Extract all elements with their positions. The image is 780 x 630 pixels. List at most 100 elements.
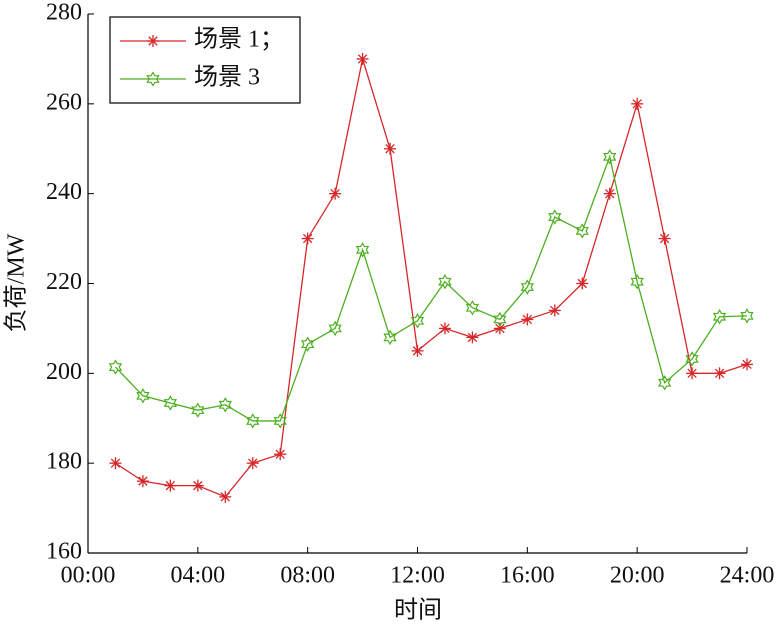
point-marker [603,149,617,165]
point-marker [493,311,507,328]
x-tick-label: 24:00 [720,563,775,589]
marker-shape [328,320,342,337]
marker-shape [355,242,370,258]
y-tick-label: 220 [46,269,82,295]
series-line [114,154,748,422]
x-axis-label: 时间 [394,597,442,624]
point-marker [740,308,754,324]
y-tick-label: 180 [46,449,82,475]
marker-shape [438,274,452,290]
marker-stroke [467,332,478,343]
point-marker [108,359,123,375]
marker-shape [493,311,507,328]
marker-stroke [440,323,450,334]
point-marker [136,475,149,488]
marker-shape [712,309,727,325]
marker-stroke [577,278,587,289]
point-marker [218,397,232,413]
point-marker [356,52,369,65]
point-marker [329,187,342,200]
y-tick-label: 200 [46,359,82,385]
point-marker [163,395,178,411]
point-marker [465,300,480,316]
marker-stroke [659,233,670,244]
marker-stroke [412,346,423,356]
marker-shape [575,223,589,239]
legend-label: 场景 1； [194,27,284,53]
marker-shape [630,274,644,290]
marker-stroke [138,476,148,486]
marker-shape [740,308,754,324]
point-marker [576,277,589,290]
point-marker [410,313,425,329]
point-marker [355,242,370,258]
x-tick-label: 16:00 [500,563,555,589]
marker-shape [273,413,287,429]
point-marker [685,351,699,367]
point-marker [191,479,204,492]
y-tick-label: 280 [46,0,82,26]
marker-stroke [742,359,752,370]
series-line [115,58,748,498]
y-tick-label: 240 [46,179,82,205]
marker-shape [218,397,232,413]
marker-shape [163,395,178,411]
point-marker [603,187,616,200]
point-marker [575,223,589,239]
point-marker [147,35,159,47]
marker-shape [301,336,315,352]
legend-box [109,16,301,104]
marker-stroke [330,188,340,199]
point-marker [109,457,122,470]
x-tick-label: 00:00 [61,563,116,589]
marker-shape [146,71,160,87]
point-marker [411,344,424,357]
point-marker [383,329,397,346]
marker-stroke [248,458,258,468]
x-tick-label: 08:00 [280,563,335,589]
point-marker [301,336,315,352]
marker-stroke [550,305,560,316]
point-marker [146,71,160,87]
marker-stroke [302,233,313,244]
point-marker [521,313,534,326]
marker-stroke [632,99,642,109]
marker-shape [246,413,260,429]
marker-shape [136,388,150,404]
point-marker [686,367,699,380]
point-marker [246,413,260,429]
point-marker [438,274,452,290]
marker-stroke [495,323,505,334]
x-tick-label: 04:00 [170,563,225,589]
marker-stroke [522,314,533,325]
marker-shape [191,402,205,418]
marker-shape [657,375,672,391]
marker-stroke [275,449,285,459]
marker-shape [383,329,397,346]
point-marker [219,490,232,503]
marker-stroke [148,36,158,46]
point-marker [548,304,561,317]
point-marker [741,358,753,371]
point-marker [712,309,727,325]
marker-shape [410,313,425,329]
marker-stroke [165,480,176,491]
point-marker [657,375,672,391]
point-marker [630,274,644,290]
y-axis-label: 负荷/MW [3,233,30,332]
point-marker [164,479,177,492]
point-marker [273,413,287,429]
marker-shape [520,279,534,295]
marker-stroke [110,458,121,468]
point-marker [520,279,534,295]
point-marker [438,322,451,335]
x-tick-label: 12:00 [390,563,445,589]
marker-stroke [357,54,368,64]
point-marker [274,448,287,461]
point-marker [384,142,397,155]
marker-stroke [385,144,395,154]
marker-shape [548,209,562,225]
x-tick-label: 20:00 [610,563,665,589]
point-marker [301,232,314,245]
